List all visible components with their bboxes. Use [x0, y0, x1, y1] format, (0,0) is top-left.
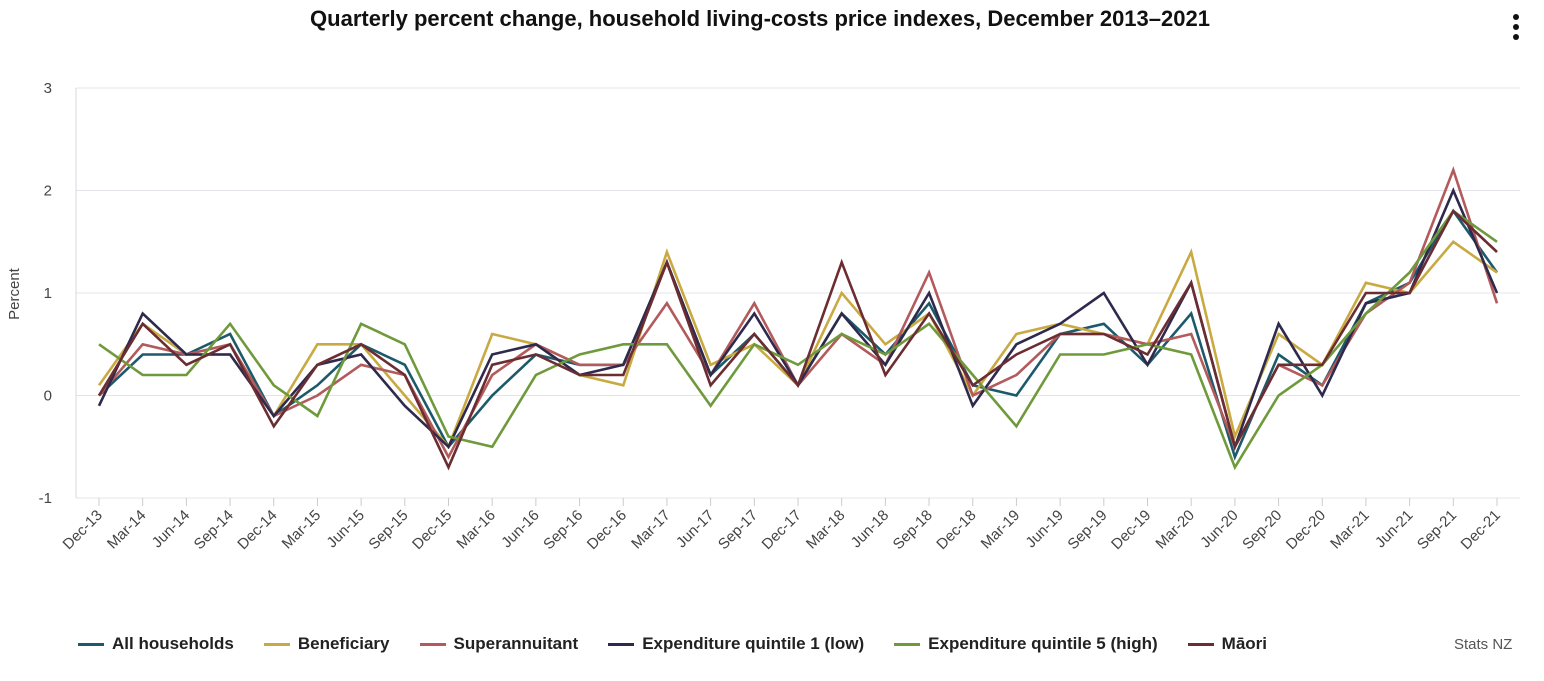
more-options-icon[interactable]: [1506, 10, 1526, 44]
legend-label: All households: [112, 634, 234, 653]
series-line-5[interactable]: [97, 208, 1498, 471]
series-line-4[interactable]: [98, 209, 1498, 471]
x-tick-label: Jun-14: [149, 507, 193, 551]
chart-title: Quarterly percent change, household livi…: [310, 6, 1210, 31]
x-tick-label: Dec-20: [1283, 507, 1329, 553]
legend-swatch: [608, 642, 635, 646]
x-tick-label: Dec-21: [1458, 507, 1504, 553]
legend-label: Māori: [1221, 634, 1267, 653]
series-line-1[interactable]: [97, 240, 1498, 450]
x-tick-label: Jun-15: [323, 507, 367, 551]
menu-dot: [1513, 34, 1519, 40]
x-tick-label: Dec-19: [1108, 507, 1154, 553]
y-tick-label: 0: [44, 388, 52, 405]
x-tick-label: Sep-16: [540, 507, 586, 553]
x-tick-label: Dec-15: [409, 507, 455, 553]
series-lines: [97, 166, 1499, 471]
legend-label: Expenditure quintile 1 (low): [642, 634, 865, 653]
y-axis-title: Percent: [6, 267, 23, 320]
x-tick-label: Sep-19: [1064, 507, 1110, 553]
legend-item-1[interactable]: Beneficiary: [263, 634, 390, 654]
legend-swatch: [419, 642, 446, 646]
legend-swatch: [263, 642, 290, 646]
x-tick-label: Jun-19: [1022, 507, 1066, 551]
x-tick-label: Mar-21: [1327, 507, 1373, 553]
x-tick-label: Sep-15: [365, 507, 411, 553]
x-tick-label: Sep-14: [191, 507, 237, 553]
menu-dot: [1513, 24, 1519, 30]
legend-label: Superannuitant: [453, 634, 579, 653]
legend-item-3[interactable]: Expenditure quintile 1 (low): [608, 634, 864, 654]
menu-dot: [1513, 14, 1519, 20]
series-line-0[interactable]: [98, 208, 1499, 461]
x-tick-label: Sep-18: [890, 507, 936, 553]
grid-lines: [75, 87, 1520, 499]
legend-swatch: [78, 642, 104, 646]
x-tick-label: Jun-17: [673, 507, 717, 551]
y-tick-label: 2: [44, 183, 52, 200]
legend-item-2[interactable]: Superannuitant: [419, 634, 579, 654]
x-tick-label: Mar-15: [279, 507, 325, 553]
y-tick-label: -1: [39, 490, 52, 507]
x-tick-label: Mar-14: [104, 507, 150, 553]
x-tick-label: Mar-20: [1152, 507, 1198, 553]
legend-item-5[interactable]: Māori: [1187, 634, 1267, 654]
x-tick-label: Mar-19: [978, 507, 1024, 553]
legend-label: Expenditure quintile 5 (high): [928, 634, 1158, 653]
x-tick-label: Mar-17: [628, 507, 674, 553]
x-tick-label: Jun-18: [848, 507, 892, 551]
x-tick-label: Mar-18: [803, 507, 849, 553]
source-credit: Stats NZ: [1454, 636, 1513, 653]
x-tick-label: Sep-17: [715, 507, 761, 553]
x-tick-label: Dec-18: [933, 507, 979, 553]
x-tick-label: Jun-21: [1372, 507, 1416, 551]
x-tick-label: Mar-16: [453, 507, 499, 553]
x-tick-label: Sep-21: [1414, 507, 1460, 553]
x-tick-label: Dec-16: [584, 507, 630, 553]
legend-item-0[interactable]: All households: [78, 634, 234, 654]
x-tick-label: Dec-17: [759, 507, 805, 553]
legend-swatch: [1187, 642, 1214, 646]
y-axis-ticks: 3 2 1 0 -1: [39, 80, 52, 507]
legend-label: Beneficiary: [297, 634, 390, 653]
y-tick-label: 1: [44, 285, 52, 302]
legend-item-4[interactable]: Expenditure quintile 5 (high): [894, 634, 1158, 654]
x-tick-label: Jun-16: [498, 507, 542, 551]
x-tick-label: Jun-20: [1197, 507, 1241, 551]
series-line-2[interactable]: [98, 166, 1499, 460]
x-tick-label: Sep-20: [1239, 507, 1285, 553]
legend-swatch: [894, 642, 921, 646]
x-tick-label: Dec-13: [60, 507, 106, 553]
legend: All households Beneficiary Superannuitant E…: [78, 632, 1297, 656]
x-tick-label: Dec-14: [234, 507, 280, 553]
y-tick-label: 3: [44, 80, 52, 97]
